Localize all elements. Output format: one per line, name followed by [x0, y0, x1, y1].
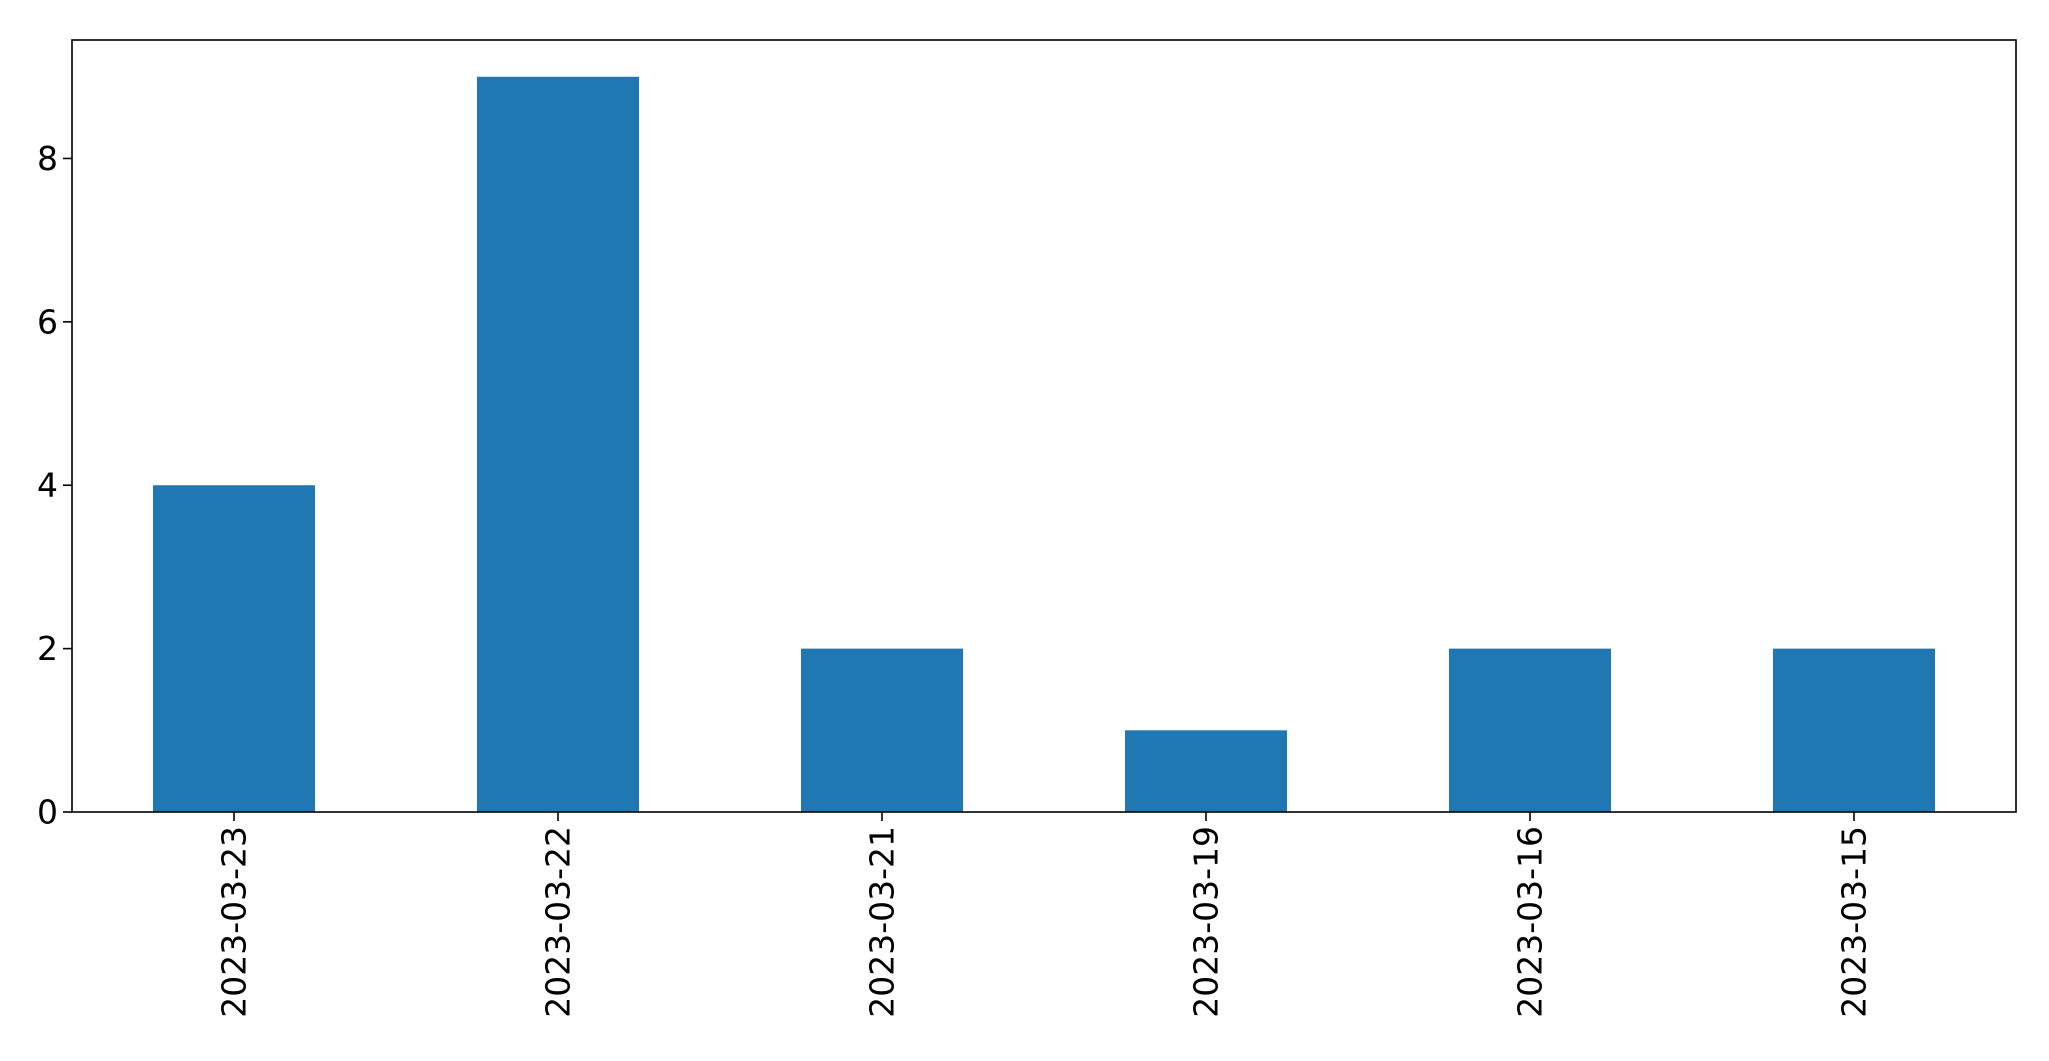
- y-tick-label: 2: [37, 629, 58, 668]
- x-tick-label: 2023-03-23: [215, 826, 254, 1018]
- y-tick-label: 6: [37, 302, 58, 341]
- bar-2023-03-19: [1125, 730, 1287, 812]
- bar-2023-03-15: [1773, 648, 1935, 812]
- bar-2023-03-16: [1449, 648, 1611, 812]
- bar-2023-03-21: [801, 648, 963, 812]
- y-tick-label: 8: [37, 139, 58, 178]
- y-tick-label: 4: [37, 466, 58, 505]
- x-tick-label: 2023-03-15: [1835, 826, 1874, 1018]
- bars-layer: [153, 76, 1935, 812]
- x-tick-label: 2023-03-22: [539, 826, 578, 1018]
- x-axis: 2023-03-23 2023-03-22 2023-03-21 2023-03-19…: [215, 812, 1874, 1018]
- x-tick-label: 2023-03-19: [1187, 826, 1226, 1018]
- bar-2023-03-23: [153, 485, 315, 812]
- y-tick-label: 0: [37, 793, 58, 832]
- y-axis: 0 2 4 6 8: [37, 139, 72, 832]
- x-tick-label: 2023-03-21: [863, 826, 902, 1018]
- x-tick-label: 2023-03-16: [1511, 826, 1550, 1018]
- plot-frame: [71, 39, 2017, 813]
- bar-2023-03-22: [477, 76, 639, 812]
